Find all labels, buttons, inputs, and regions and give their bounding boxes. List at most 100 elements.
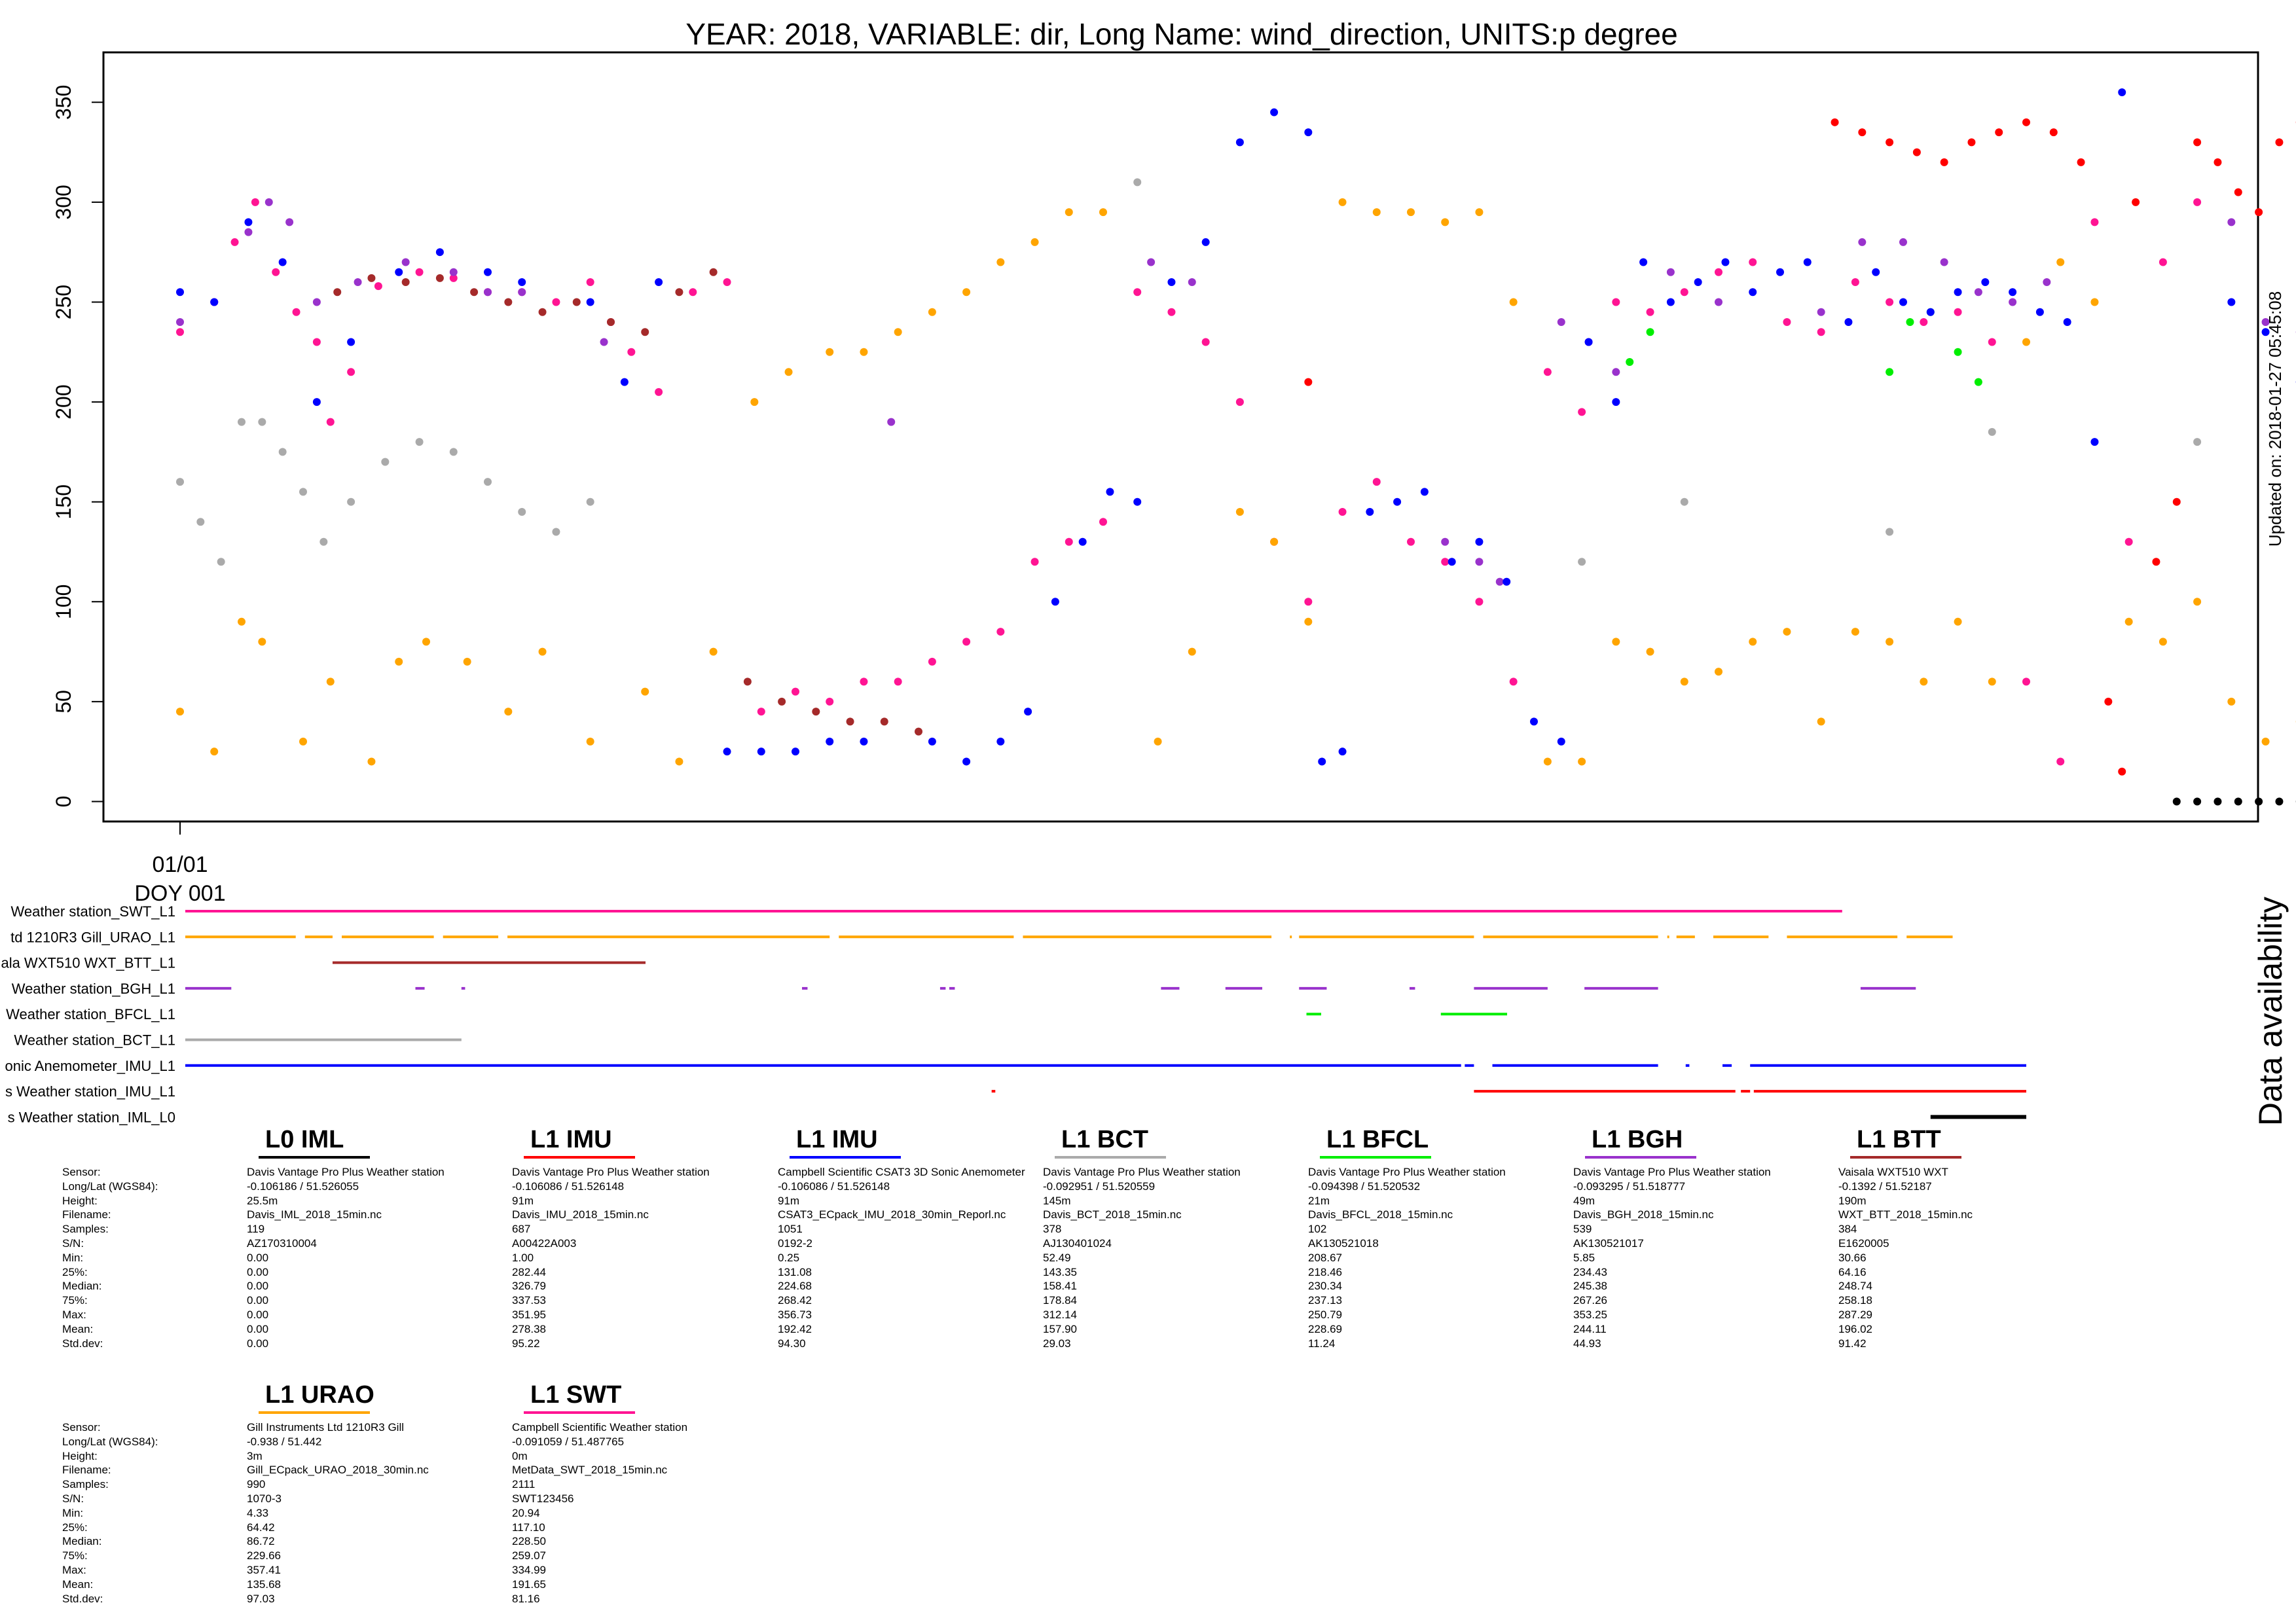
data-point: [1831, 118, 1839, 126]
data-point: [1920, 677, 1928, 686]
info-block-values: Campbell Scientific Weather station -0.09…: [512, 1420, 687, 1606]
info-value: 312.14: [1043, 1308, 1077, 1321]
data-point: [1475, 208, 1484, 217]
info-value: 0.00: [247, 1294, 269, 1307]
data-point: [1133, 497, 1142, 506]
info-value: AJ130401024: [1043, 1236, 1112, 1250]
data-point: [1995, 128, 2003, 137]
info-value: AK130521017: [1573, 1236, 1644, 1250]
data-series: [176, 198, 2296, 766]
info-value: 230.34: [1308, 1280, 1342, 1293]
data-point: [401, 258, 410, 266]
data-point: [484, 268, 492, 276]
data-point: [518, 278, 526, 286]
data-point: [996, 628, 1005, 636]
data-point: [2009, 288, 2017, 297]
info-block-heading: L1 BGH: [1592, 1126, 1683, 1153]
info-value: 351.95: [512, 1308, 546, 1321]
data-point: [2090, 438, 2099, 446]
availability-axis-label: Data availability: [2252, 897, 2289, 1126]
info-value: 64.42: [247, 1521, 275, 1534]
data-point: [1974, 288, 1982, 297]
availability-row-label: onic Anemometer_IMU_L1: [5, 1058, 175, 1074]
data-point: [2214, 158, 2222, 166]
info-value: Davis_BGH_2018_15min.nc: [1573, 1208, 1714, 1221]
info-row-label: 75%:: [62, 1294, 88, 1307]
info-value: 0.00: [247, 1308, 269, 1321]
data-point: [2193, 438, 2202, 446]
data-point: [299, 488, 307, 496]
info-row-label: Height:: [62, 1449, 98, 1462]
info-row-label: S/N:: [62, 1492, 84, 1505]
data-series: [176, 198, 2296, 586]
data-point: [2056, 757, 2065, 766]
data-point: [1940, 158, 1948, 166]
data-point: [1270, 108, 1279, 117]
data-point: [319, 537, 328, 546]
data-point: [1612, 298, 1620, 306]
info-row-label: Height:: [62, 1194, 98, 1207]
data-point: [258, 418, 266, 426]
data-point: [1646, 328, 1654, 336]
data-point: [996, 258, 1005, 266]
data-point: [1407, 537, 1415, 546]
data-point: [2255, 208, 2263, 217]
info-value: 687: [512, 1223, 531, 1236]
data-point: [2063, 318, 2071, 327]
data-point: [2132, 198, 2140, 206]
data-point: [1235, 507, 1244, 516]
data-point: [1441, 537, 1449, 546]
data-point: [367, 274, 376, 282]
info-value: 11.24: [1308, 1337, 1336, 1350]
data-point: [1584, 338, 1593, 346]
data-point: [552, 528, 560, 536]
data-point: [880, 717, 888, 726]
data-point: [264, 198, 273, 206]
info-value: Davis Vantage Pro Plus Weather station: [1043, 1166, 1241, 1178]
info-value: 196.02: [1838, 1322, 1872, 1335]
data-point: [395, 268, 403, 276]
availability-row-label: s Weather station_IML_L0: [8, 1109, 175, 1125]
data-point: [2275, 138, 2284, 147]
data-point: [1188, 278, 1196, 286]
availability-row-label: td 1210R3 Gill_URAO_L1: [10, 929, 175, 945]
info-value: Campbell Scientific Weather station: [512, 1421, 688, 1434]
info-value: 0192-2: [778, 1236, 812, 1250]
data-point: [1372, 208, 1381, 217]
data-point: [996, 737, 1005, 746]
data-point: [2172, 497, 2181, 506]
data-point: [1167, 308, 1176, 316]
data-point: [894, 328, 902, 336]
data-point: [1338, 748, 1347, 756]
data-point: [1920, 318, 1928, 327]
data-point: [285, 218, 294, 226]
info-value: 259.07: [512, 1549, 546, 1562]
data-point: [504, 708, 513, 716]
data-point: [962, 757, 971, 766]
info-value: 190m: [1838, 1194, 1867, 1207]
data-point: [709, 647, 718, 656]
info-value: 0.00: [247, 1337, 269, 1350]
info-value: 192.42: [778, 1322, 812, 1335]
data-point: [1646, 647, 1654, 656]
data-point: [689, 288, 697, 297]
data-point: [238, 617, 246, 626]
info-value: 3m: [247, 1449, 263, 1462]
data-point: [2261, 737, 2270, 746]
info-value: 334.99: [512, 1563, 546, 1576]
data-point: [435, 248, 444, 257]
info-row-label: 75%:: [62, 1549, 88, 1562]
data-point: [2104, 697, 2113, 706]
data-point: [2009, 298, 2017, 306]
data-point: [1783, 628, 1791, 636]
info-value: 94.30: [778, 1337, 806, 1350]
data-point: [1304, 378, 1313, 386]
data-point: [463, 657, 471, 666]
data-point: [518, 507, 526, 516]
data-point: [2227, 298, 2236, 306]
data-point: [1886, 368, 1894, 376]
data-point: [860, 737, 868, 746]
data-point: [1366, 507, 1374, 516]
data-point: [538, 647, 547, 656]
data-point: [723, 278, 731, 286]
